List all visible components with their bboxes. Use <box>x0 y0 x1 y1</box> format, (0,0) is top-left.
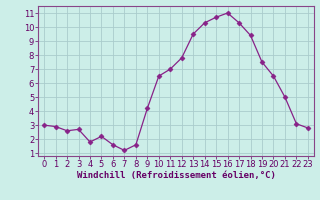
X-axis label: Windchill (Refroidissement éolien,°C): Windchill (Refroidissement éolien,°C) <box>76 171 276 180</box>
